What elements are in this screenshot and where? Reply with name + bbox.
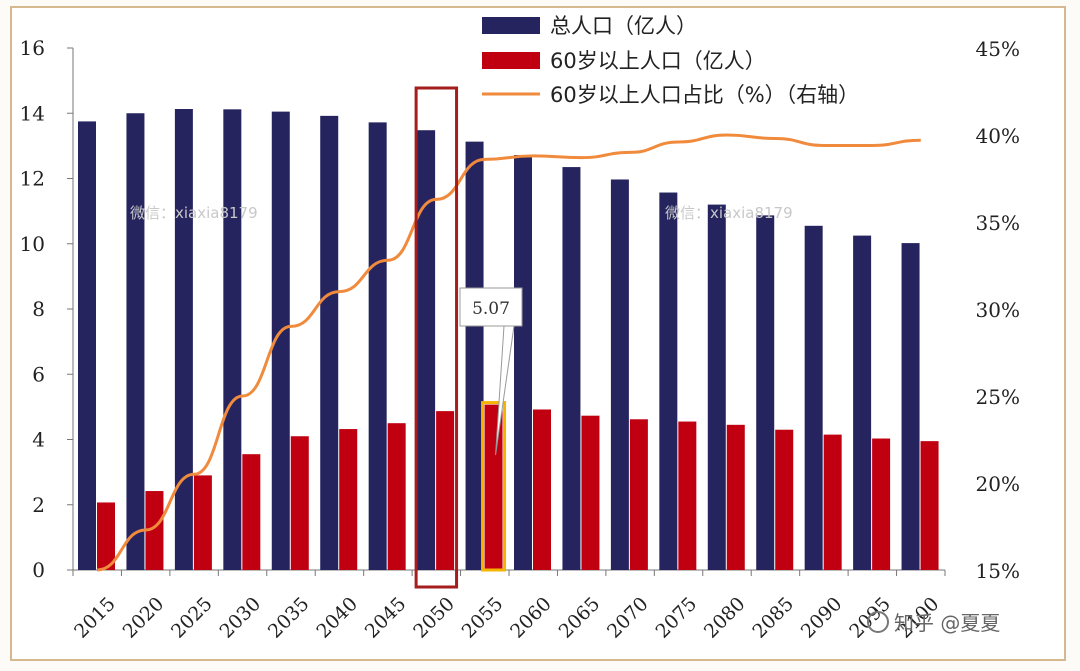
- x-tick-label: 2035: [264, 593, 314, 643]
- bar-total-population: [126, 113, 145, 570]
- x-tick-label: 2050: [409, 593, 459, 643]
- highlight-2055-elderly-bar: [481, 401, 507, 572]
- y-right-tick-label: 30%: [976, 298, 1020, 322]
- bar-total-population: [417, 130, 436, 570]
- legend: 总人口（亿人） 60岁以上人口（亿人） 60岁以上人口占比（%）（右轴）: [482, 14, 859, 107]
- callout-box: [459, 287, 523, 327]
- y-right-tick-label: 45%: [976, 37, 1020, 61]
- y-left-tick-label: 14: [20, 101, 45, 125]
- x-tick-label: 2015: [70, 593, 120, 643]
- bars: [78, 109, 939, 571]
- callout-label: 5.07: [472, 299, 510, 319]
- x-tick-label: 2025: [167, 593, 217, 643]
- bar-total-population: [271, 111, 290, 571]
- bar-elderly-population: [823, 434, 842, 570]
- watermark-right: 微信：xiaxia8179: [665, 204, 793, 222]
- x-tick-label: 2060: [506, 593, 556, 643]
- x-tick-label: 2020: [119, 593, 169, 643]
- bar-elderly-population: [145, 491, 164, 570]
- legend-label-elderly: 60岁以上人口（亿人）: [550, 49, 766, 73]
- bar-total-population: [804, 225, 823, 570]
- x-tick-label: 2090: [797, 593, 847, 643]
- legend-swatch-elderly: [482, 52, 540, 69]
- bar-total-population: [78, 121, 96, 570]
- x-tick-label: 2065: [555, 593, 605, 643]
- bar-elderly-population: [339, 429, 358, 570]
- bar-total-population: [174, 109, 193, 570]
- overlay: 5.07: [414, 86, 523, 589]
- bar-total-population: [756, 215, 775, 570]
- bar-elderly-population: [581, 415, 600, 570]
- x-tick-label: 2080: [700, 593, 750, 643]
- x-tick-label: 2055: [458, 593, 508, 643]
- bar-elderly-population: [775, 429, 794, 570]
- bar-elderly-population: [629, 419, 648, 570]
- y-left-tick-label: 0: [32, 558, 45, 582]
- ratio-line: [97, 133, 921, 572]
- bar-elderly-population: [387, 423, 406, 570]
- bar-elderly-population: [290, 436, 309, 570]
- bar-total-population: [320, 115, 339, 571]
- legend-swatch-total: [482, 17, 540, 34]
- highlight-2050-box: [414, 86, 459, 589]
- y-left-tick-label: 4: [32, 428, 45, 452]
- brand-watermark: 知乎 @夏夏: [867, 611, 1000, 635]
- y-right-tick-label: 20%: [976, 472, 1020, 496]
- bar-elderly-population: [726, 424, 745, 570]
- y-left-tick-label: 8: [32, 297, 45, 321]
- legend-label-total: 总人口（亿人）: [550, 14, 697, 38]
- bar-total-population: [707, 204, 726, 570]
- watermark-left: 微信：xiaxia8179: [130, 204, 258, 222]
- bar-elderly-population: [533, 409, 551, 570]
- bar-total-population: [223, 109, 242, 571]
- y-left-tick-label: 2: [32, 493, 45, 517]
- y-right-tick-label: 35%: [976, 211, 1020, 235]
- y-left-tick-label: 12: [20, 167, 45, 191]
- bar-elderly-population: [436, 411, 455, 570]
- bar-elderly-population: [920, 441, 939, 570]
- bar-elderly-population: [193, 475, 212, 570]
- y-left-tick-label: 16: [20, 36, 45, 60]
- bar-total-population: [901, 243, 920, 570]
- bar-elderly-population: [97, 502, 115, 570]
- bar-elderly-population: [678, 421, 697, 570]
- x-tick-label: 2085: [748, 593, 798, 643]
- x-tick-label: 2045: [361, 593, 411, 643]
- y-right-tick-label: 15%: [976, 559, 1020, 583]
- x-tick-label: 2030: [215, 593, 265, 643]
- y-right-tick-label: 25%: [976, 385, 1020, 409]
- bar-total-population: [610, 179, 629, 570]
- bar-total-population: [368, 122, 387, 570]
- y-right-tick-label: 40%: [976, 124, 1020, 148]
- bar-elderly-population: [242, 454, 261, 570]
- brand-text: 知乎 @夏夏: [894, 611, 1000, 635]
- bar-elderly-population: [872, 438, 891, 570]
- y-left-tick-label: 6: [32, 362, 45, 386]
- x-tick-label: 2070: [603, 593, 653, 643]
- y-left-tick-label: 10: [20, 232, 45, 256]
- bar-total-population: [514, 155, 532, 570]
- legend-label-ratio: 60岁以上人口占比（%）（右轴）: [550, 83, 859, 107]
- x-tick-label: 2075: [651, 593, 701, 643]
- bar-total-population: [465, 141, 484, 571]
- callout-pointer: [495, 325, 515, 456]
- brand-logo-icon: [867, 611, 889, 633]
- bar-total-population: [659, 192, 678, 570]
- ratio-line-path: [97, 133, 921, 572]
- bar-elderly-population: [484, 404, 503, 570]
- x-tick-label: 2040: [312, 593, 362, 643]
- bar-total-population: [562, 167, 581, 571]
- bar-total-population: [853, 235, 872, 570]
